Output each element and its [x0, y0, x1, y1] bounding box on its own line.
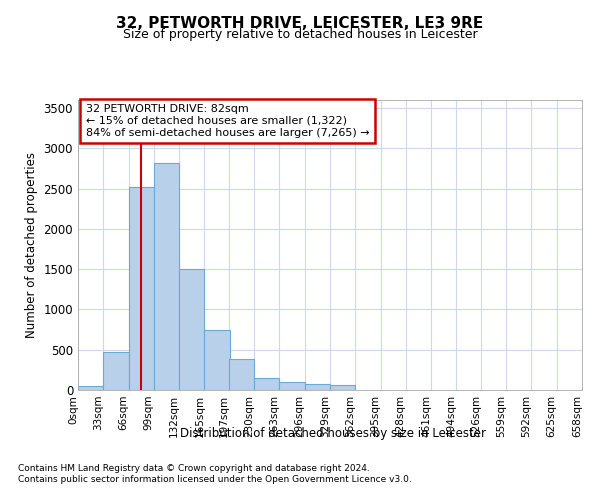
Text: Size of property relative to detached houses in Leicester: Size of property relative to detached ho…: [122, 28, 478, 41]
Bar: [78, 386, 103, 390]
Bar: [103, 352, 128, 390]
Bar: [179, 269, 205, 390]
Bar: [154, 163, 179, 390]
Y-axis label: Number of detached properties: Number of detached properties: [25, 152, 38, 338]
Bar: [280, 382, 305, 390]
Bar: [330, 385, 355, 390]
Text: Distribution of detached houses by size in Leicester: Distribution of detached houses by size …: [180, 428, 486, 440]
Bar: [254, 378, 280, 390]
Text: 32 PETWORTH DRIVE: 82sqm
← 15% of detached houses are smaller (1,322)
84% of sem: 32 PETWORTH DRIVE: 82sqm ← 15% of detach…: [86, 104, 369, 138]
Text: Contains HM Land Registry data © Crown copyright and database right 2024.: Contains HM Land Registry data © Crown c…: [18, 464, 370, 473]
Bar: [305, 384, 330, 390]
Bar: [229, 360, 254, 390]
Text: 32, PETWORTH DRIVE, LEICESTER, LE3 9RE: 32, PETWORTH DRIVE, LEICESTER, LE3 9RE: [116, 16, 484, 31]
Bar: [128, 187, 154, 390]
Text: Contains public sector information licensed under the Open Government Licence v3: Contains public sector information licen…: [18, 475, 412, 484]
Bar: [205, 330, 230, 390]
